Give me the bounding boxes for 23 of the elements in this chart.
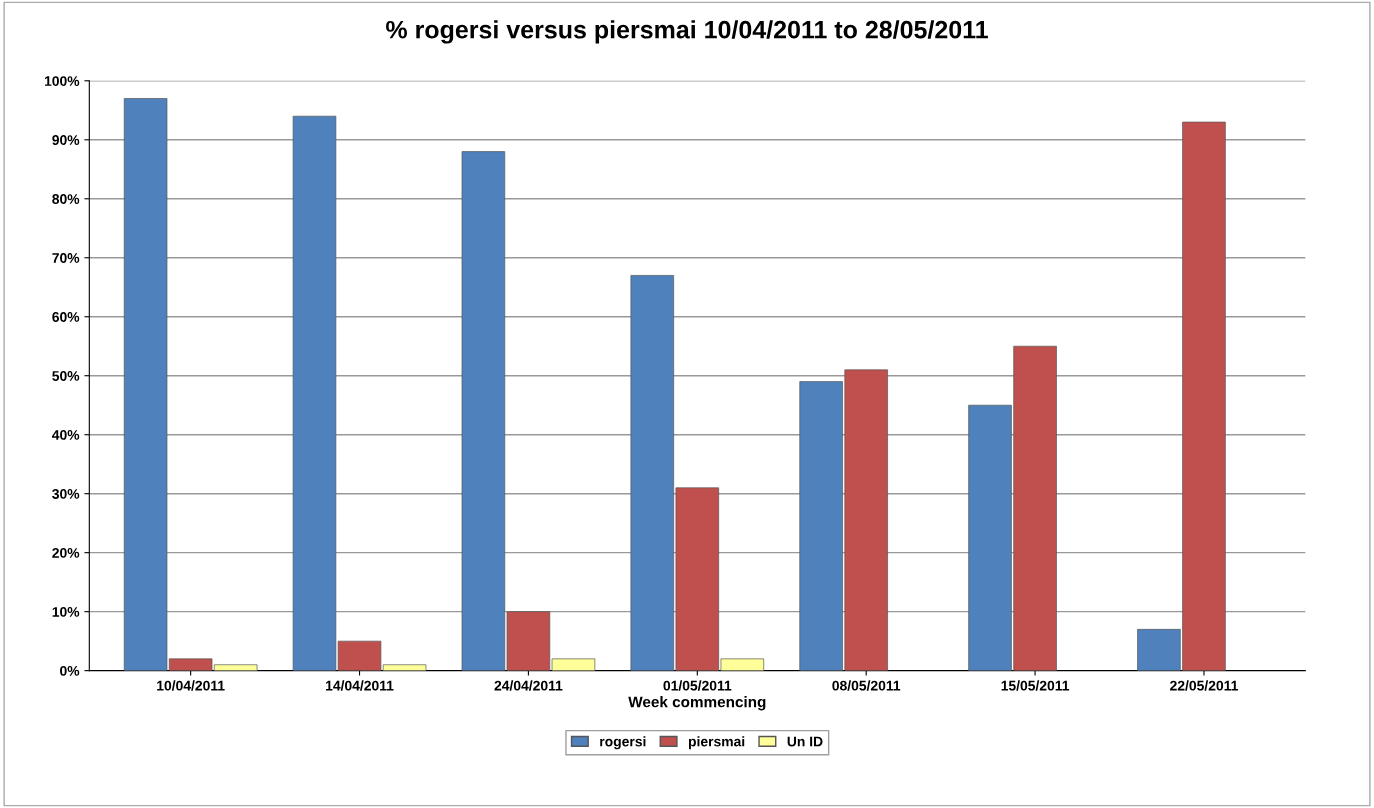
x-tick-label: 08/05/2011 [832, 680, 901, 691]
x-tick-label: 15/05/2011 [1001, 680, 1070, 691]
y-tick-label: 50% [52, 371, 80, 381]
chart-title: % rogersi versus piersmai 10/04/2011 to 28/05/2011 [386, 20, 988, 44]
y-tick-label: 10% [52, 606, 80, 617]
y-tick-label: 20% [52, 548, 80, 558]
y-tick-label: 60% [52, 312, 80, 322]
y-tick-label: 30% [52, 489, 80, 499]
x-tick-label: 22/05/2011 [1170, 680, 1238, 691]
legend-label: Un ID [787, 736, 823, 747]
x-tick-label: 01/05/2011 [663, 680, 732, 691]
y-tick-label: 40% [52, 430, 80, 440]
y-tick-label: 70% [52, 253, 80, 263]
y-tick-label: 80% [52, 194, 80, 204]
legend-label: rogersi [600, 736, 646, 750]
y-tick-label: 90% [52, 135, 80, 145]
x-tick-label: 10/04/2011 [157, 680, 225, 691]
y-tick-label: 0% [60, 665, 80, 676]
x-tick-label: 14/04/2011 [326, 680, 394, 691]
legend-label: piersmai [688, 736, 745, 750]
x-tick-label: 24/04/2011 [494, 680, 563, 691]
y-tick-label: 100% [44, 76, 80, 86]
x-axis-title: Week commencing [628, 696, 766, 711]
